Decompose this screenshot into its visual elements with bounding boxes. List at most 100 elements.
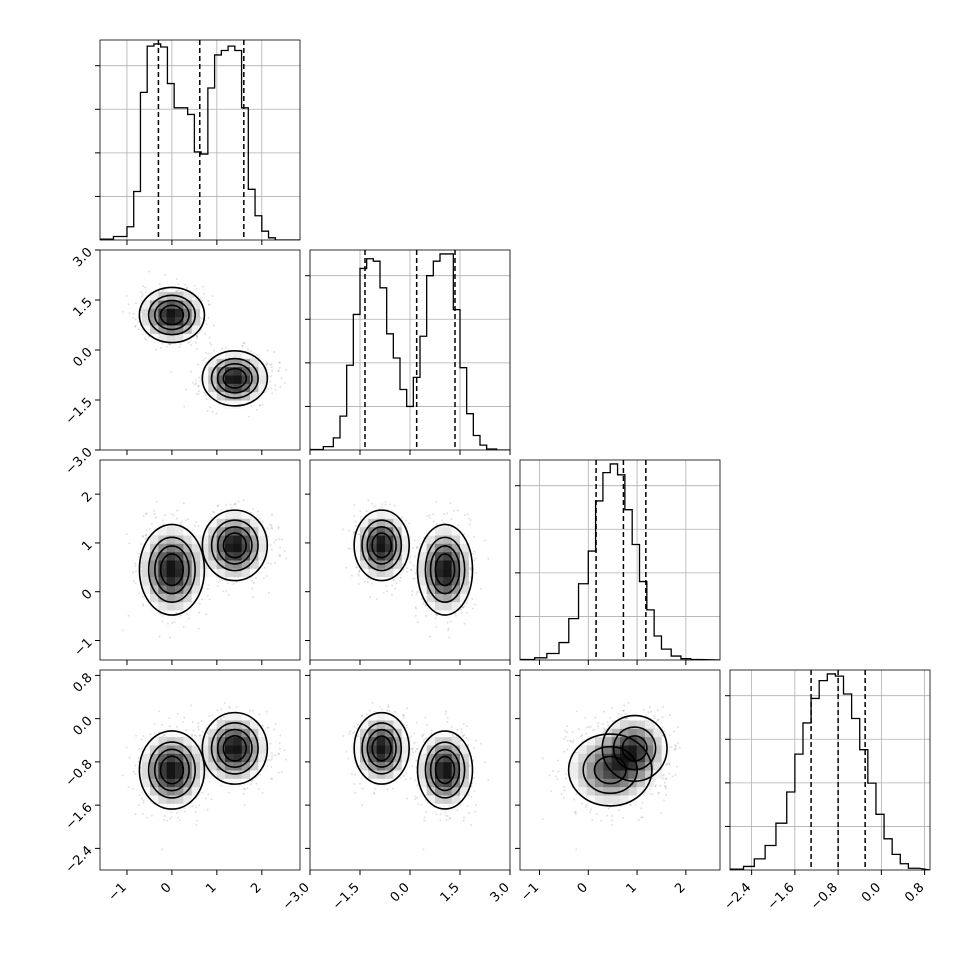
density-cell (435, 526, 444, 536)
density-cell (141, 551, 151, 561)
density-cell (208, 375, 218, 384)
scatter-point (366, 576, 369, 579)
scatter-point (205, 323, 208, 326)
scatter-point (412, 577, 415, 580)
scatter-point (402, 568, 405, 571)
scatter-point (206, 409, 209, 412)
scatter-point (371, 502, 374, 505)
density-cell (216, 366, 226, 376)
density-cell (175, 560, 184, 569)
scatter-point (447, 629, 450, 632)
axes-frame (99, 249, 301, 451)
density-cell (241, 383, 251, 393)
scatter-point (271, 392, 274, 395)
scatter-point (432, 513, 435, 516)
scatter-point (177, 289, 180, 292)
density-cell (385, 551, 394, 561)
scatter-point (452, 509, 455, 512)
scatter-point (348, 529, 351, 532)
density-cell (401, 535, 411, 544)
scatter-point (142, 605, 145, 608)
density-cell (418, 551, 428, 561)
scatter-point (429, 635, 432, 638)
scatter-point (386, 590, 389, 593)
scatter-point (465, 611, 468, 614)
scatter-point (415, 545, 418, 548)
density-cell (443, 543, 453, 553)
scatter-point (250, 516, 253, 519)
density-cell (225, 358, 234, 368)
scatter-point (144, 286, 147, 289)
scatter-point (137, 555, 140, 558)
scatter-point (134, 570, 137, 573)
scatter-point (392, 579, 395, 582)
density-cell (443, 526, 453, 536)
scatter-point (191, 381, 194, 384)
scatter-point (197, 385, 200, 388)
scatter-point (474, 557, 477, 560)
scatter-point (134, 564, 137, 567)
scatter-point (155, 500, 158, 503)
scatter-point (134, 302, 137, 305)
density-cell (216, 510, 226, 519)
scatter-point (370, 582, 373, 585)
scatter-point (197, 384, 200, 387)
density-cell (443, 576, 453, 586)
scatter-point (269, 523, 272, 526)
density-cell (225, 366, 234, 376)
density-cell (250, 518, 259, 528)
scatter-point (389, 503, 392, 506)
scatter-point (224, 346, 227, 349)
density-cell (233, 400, 243, 409)
scatter-point (197, 363, 200, 366)
scatter-point (468, 523, 471, 526)
scatter-point (256, 408, 259, 411)
contour-line (216, 526, 253, 565)
scatter-point (367, 499, 370, 502)
density-cell (401, 543, 411, 553)
scatter-point (204, 357, 207, 360)
scatter-point (265, 574, 268, 577)
scatter-point (278, 361, 281, 364)
scatter-point (204, 332, 207, 335)
scatter-point (181, 520, 184, 523)
density-cell (166, 535, 176, 544)
scatter-point (215, 412, 218, 415)
scatter-point (232, 583, 235, 586)
scatter-point (435, 523, 438, 526)
density-cell (183, 585, 193, 594)
scatter-point (141, 595, 144, 598)
scatter-point (146, 512, 149, 515)
density-cell (208, 391, 218, 401)
density-cell (385, 510, 394, 519)
density-cell (166, 551, 176, 561)
density-cell (175, 300, 184, 309)
scatter-point (447, 627, 450, 630)
scatter-point (175, 278, 178, 281)
density-cell (158, 593, 168, 603)
scatter-point (283, 382, 286, 385)
scatter-point (199, 297, 202, 300)
density-cell (183, 535, 193, 544)
scatter-point (209, 341, 212, 344)
scatter-point (170, 513, 173, 516)
scatter-point (187, 518, 190, 521)
density-cell (241, 568, 251, 578)
scatter-point (137, 328, 140, 331)
density-cell (393, 518, 403, 528)
scatter-point (172, 514, 175, 517)
scatter-point (197, 390, 200, 393)
density-cell (158, 568, 168, 578)
scatter-point (168, 343, 171, 346)
scatter-point (161, 615, 164, 618)
scatter-point (267, 591, 270, 594)
scatter-point (274, 384, 277, 387)
scatter-point (258, 404, 261, 407)
scatter-point (183, 405, 186, 408)
density-cell (158, 560, 168, 569)
scatter-point (196, 335, 199, 338)
scatter-point (350, 574, 353, 577)
density-cell (208, 543, 218, 553)
density-cell (216, 526, 226, 536)
scatter-point (148, 527, 151, 530)
